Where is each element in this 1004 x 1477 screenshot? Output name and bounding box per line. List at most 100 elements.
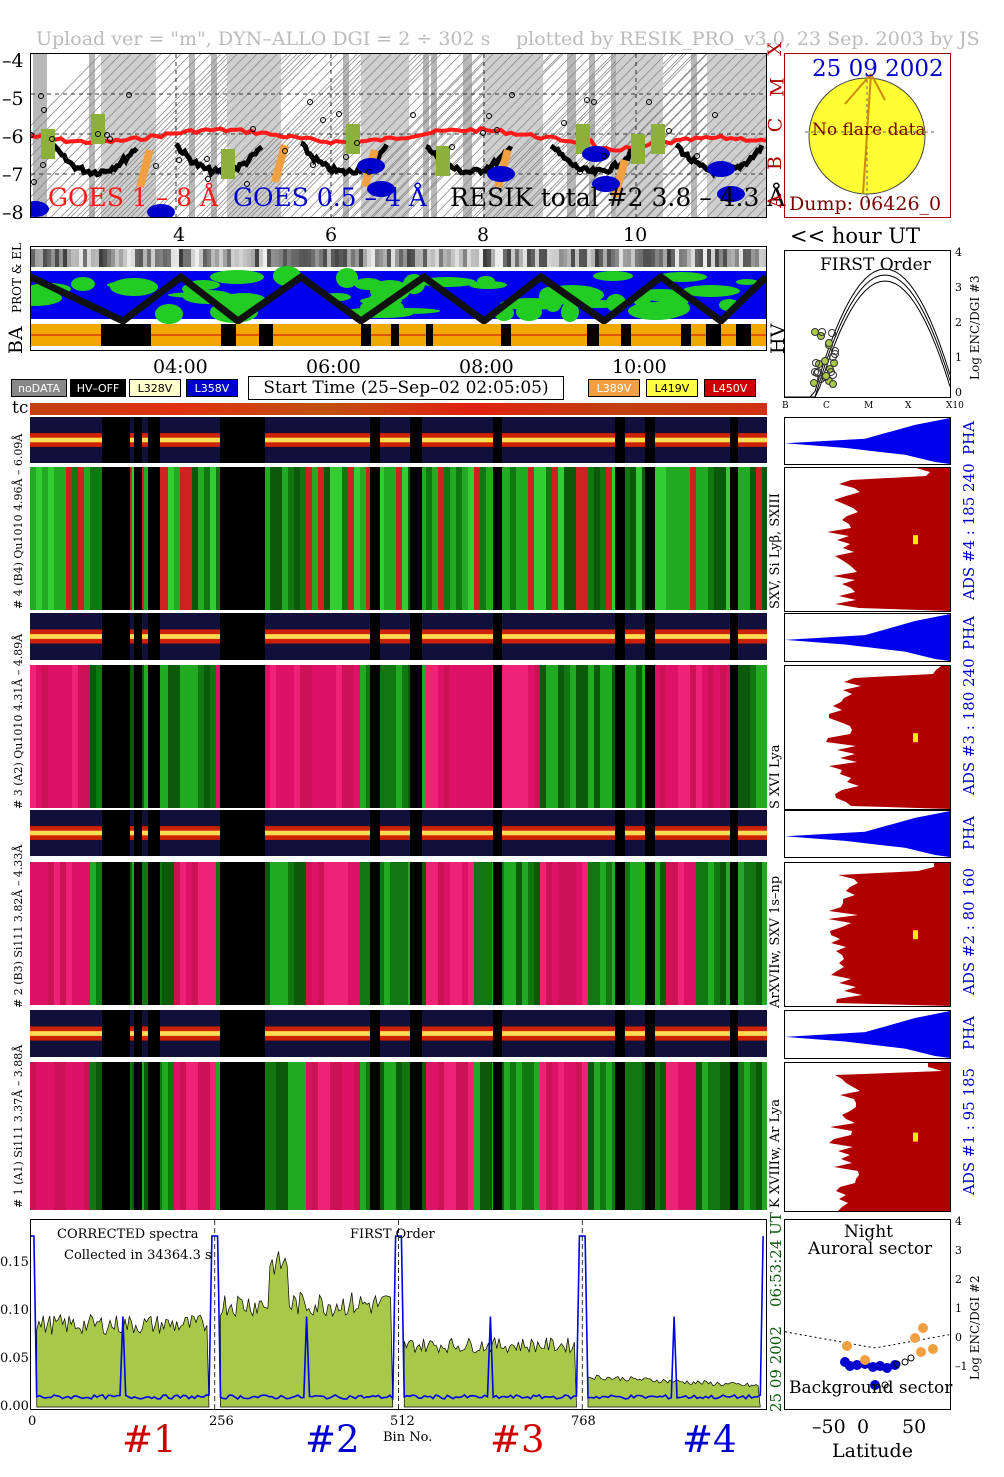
prot-el-strip xyxy=(283,249,287,267)
goes-hatch-line xyxy=(566,54,728,217)
spectrogram-column xyxy=(576,1062,582,1210)
spectrogram-column xyxy=(168,665,174,808)
prot-el-strip xyxy=(143,249,147,267)
spectrogram-column xyxy=(402,1062,408,1210)
prot-el-strip xyxy=(35,249,39,267)
spectrogram-column xyxy=(534,467,540,610)
spectrogram-column xyxy=(450,665,456,808)
channel-pha-title: PHA xyxy=(960,815,978,850)
first-order-point xyxy=(818,328,826,336)
header-left: Upload ver = "m", DYN–ALLO DGI = 2 ÷ 302… xyxy=(36,28,491,50)
prot-el-strip xyxy=(555,249,559,267)
spectrum-x-tick: 256 xyxy=(209,1414,234,1429)
prot-el-strip xyxy=(423,249,427,267)
prot-el-strip xyxy=(91,249,95,267)
pha-gap xyxy=(493,1010,502,1057)
prot-el-strip xyxy=(183,249,187,267)
spectrogram-gap xyxy=(220,1062,265,1210)
pha-band-yellow xyxy=(30,437,767,443)
goes-hatch-line xyxy=(666,115,766,217)
prot-el-strip xyxy=(591,249,595,267)
goes-hatch-line xyxy=(126,54,288,217)
goes-point xyxy=(307,99,313,105)
spectrogram-column xyxy=(336,467,342,610)
ba-gap xyxy=(736,324,751,346)
spectrogram-column xyxy=(30,1062,36,1210)
spectrogram-column xyxy=(198,1062,204,1210)
spectrogram-column xyxy=(420,1062,426,1210)
first-order-point xyxy=(830,359,838,367)
olive-segment xyxy=(436,146,450,176)
prot-el-strip xyxy=(759,249,763,267)
prot-el-strip xyxy=(707,249,711,267)
prot-el-strip xyxy=(363,249,367,267)
spectrogram-column xyxy=(144,467,150,610)
pha-gap xyxy=(102,1010,130,1057)
spectrogram-column xyxy=(570,467,576,610)
prot-el-strip xyxy=(167,249,171,267)
spectrogram-column xyxy=(294,1062,300,1210)
prot-el-strip xyxy=(679,249,683,267)
goes-hatch-line xyxy=(166,54,328,217)
spectrogram-gap xyxy=(493,665,502,808)
prot-el-strip xyxy=(47,249,51,267)
spectrogram-column xyxy=(180,467,186,610)
spectrogram-column xyxy=(570,862,576,1005)
ba-gap xyxy=(681,324,691,346)
first-order-x-tick: M xyxy=(864,401,874,411)
spectrogram-gap xyxy=(645,862,655,1005)
goes-hatch-line xyxy=(392,54,554,217)
latitude-point-blue xyxy=(882,1363,892,1373)
spectrogram-column xyxy=(756,665,762,808)
prot-el-strip xyxy=(607,249,611,267)
goes-point xyxy=(41,107,47,113)
spectrogram-column xyxy=(204,862,210,1005)
spectrogram-column xyxy=(300,1062,306,1210)
pha-gap xyxy=(370,1010,380,1057)
latitude-x-tick: –50 xyxy=(812,1416,846,1438)
pha-gap xyxy=(370,613,380,660)
spectrum-channel-area xyxy=(587,1374,761,1408)
prot-el-strip xyxy=(407,249,411,267)
spectrogram-column xyxy=(594,467,600,610)
goes-point xyxy=(366,169,372,175)
ba-gap xyxy=(587,324,599,346)
goes-y-tick: –6 xyxy=(2,126,24,148)
goes-hatch-line xyxy=(280,54,442,217)
spectrogram-column xyxy=(84,665,90,808)
prot-el-strip xyxy=(347,249,351,267)
spectrum-y-tick: 0.05 xyxy=(0,1351,29,1366)
prot-el-strip xyxy=(79,249,83,267)
prot-el-strip xyxy=(603,249,607,267)
pha-gap xyxy=(134,810,142,856)
spectrogram-column xyxy=(552,467,558,610)
spectrogram-column xyxy=(348,862,354,1005)
spectrum-x-tick: 768 xyxy=(571,1414,596,1429)
l389-chip: L389V xyxy=(588,379,640,397)
spectrogram-column xyxy=(426,665,432,808)
prot-el-strip xyxy=(367,249,371,267)
prot-el-strip xyxy=(371,249,375,267)
latitude-point-orange xyxy=(910,1333,920,1343)
prot-el-strip xyxy=(59,249,63,267)
spectrogram-gap xyxy=(493,1062,502,1210)
spectrogram-column xyxy=(324,1062,330,1210)
spectrogram-column xyxy=(396,665,402,808)
prot-el-strip xyxy=(247,249,251,267)
spectrogram-column xyxy=(678,665,684,808)
pha-strip xyxy=(30,613,767,660)
spectrogram-column xyxy=(720,862,726,1005)
spectrogram-column xyxy=(714,665,720,808)
spectrogram-column xyxy=(282,665,288,808)
spectrogram-column xyxy=(564,467,570,610)
latitude-plot xyxy=(785,1323,950,1390)
prot-el-strip xyxy=(415,249,419,267)
spectrogram-column xyxy=(144,665,150,808)
spectrogram-column xyxy=(666,862,672,1005)
pha-gap xyxy=(370,417,380,463)
prot-el-strip xyxy=(715,249,719,267)
spectrogram-column xyxy=(96,467,102,610)
prot-el-strip xyxy=(331,249,335,267)
prot-el-strip xyxy=(187,249,191,267)
pha-histogram-shape xyxy=(785,811,950,857)
